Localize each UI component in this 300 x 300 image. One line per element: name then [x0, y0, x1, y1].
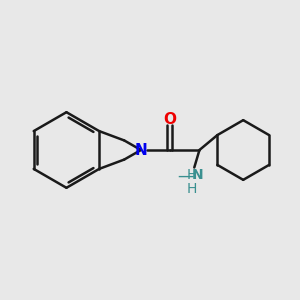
Text: —: —: [178, 167, 194, 184]
Text: N: N: [192, 169, 204, 182]
Text: O: O: [163, 112, 176, 127]
Text: H: H: [187, 168, 197, 182]
Text: N: N: [135, 142, 147, 158]
Text: H: H: [187, 182, 197, 196]
